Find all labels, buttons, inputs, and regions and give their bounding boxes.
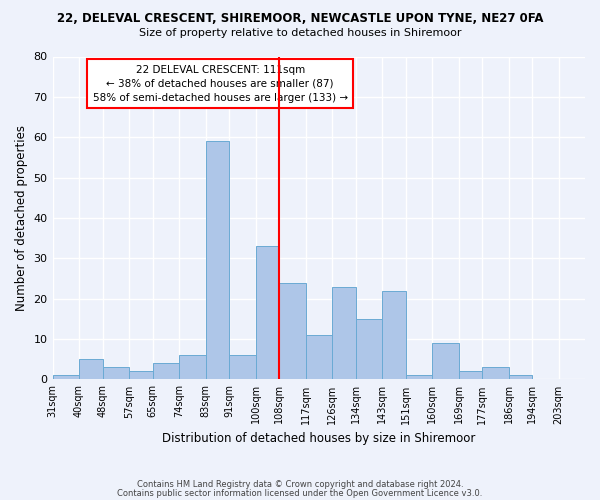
Bar <box>129 372 152 380</box>
Bar <box>332 286 356 380</box>
X-axis label: Distribution of detached houses by size in Shiremoor: Distribution of detached houses by size … <box>162 432 475 445</box>
Bar <box>206 142 229 380</box>
Bar <box>256 246 279 380</box>
Bar <box>179 355 206 380</box>
Bar <box>432 343 458 380</box>
Bar <box>53 376 79 380</box>
Bar <box>382 290 406 380</box>
Bar <box>229 355 256 380</box>
Text: 22, DELEVAL CRESCENT, SHIREMOOR, NEWCASTLE UPON TYNE, NE27 0FA: 22, DELEVAL CRESCENT, SHIREMOOR, NEWCAST… <box>57 12 543 26</box>
Text: Contains public sector information licensed under the Open Government Licence v3: Contains public sector information licen… <box>118 489 482 498</box>
Bar <box>152 364 179 380</box>
Text: Size of property relative to detached houses in Shiremoor: Size of property relative to detached ho… <box>139 28 461 38</box>
Bar <box>279 282 305 380</box>
Bar <box>482 368 509 380</box>
Y-axis label: Number of detached properties: Number of detached properties <box>15 125 28 311</box>
Bar <box>509 376 532 380</box>
Bar <box>305 335 332 380</box>
Bar <box>356 319 382 380</box>
Bar <box>406 376 432 380</box>
Bar <box>79 359 103 380</box>
Bar <box>458 372 482 380</box>
Text: Contains HM Land Registry data © Crown copyright and database right 2024.: Contains HM Land Registry data © Crown c… <box>137 480 463 489</box>
Bar <box>103 368 129 380</box>
Text: 22 DELEVAL CRESCENT: 111sqm
← 38% of detached houses are smaller (87)
58% of sem: 22 DELEVAL CRESCENT: 111sqm ← 38% of det… <box>92 64 348 102</box>
